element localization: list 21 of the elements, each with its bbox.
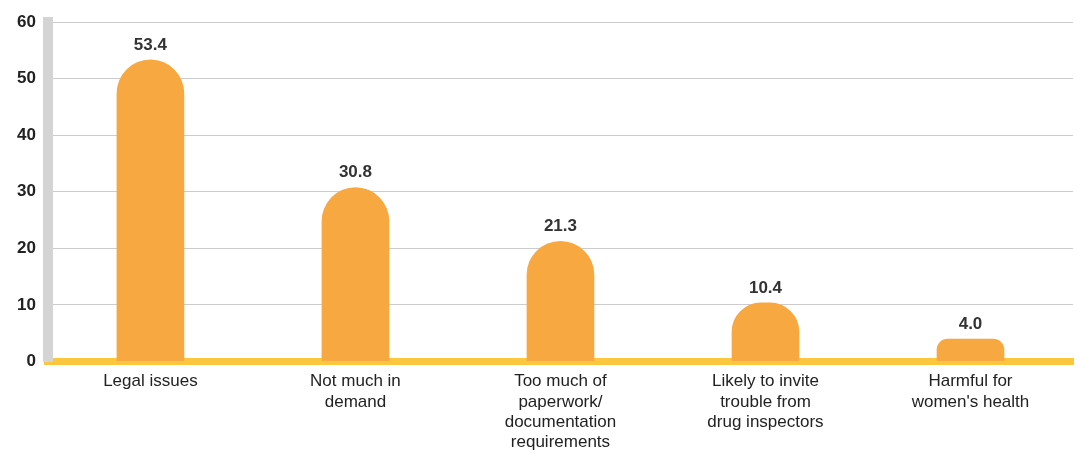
- data-label: 21.3: [543, 216, 577, 236]
- y-tick-label: 50: [16, 68, 36, 88]
- data-label: 10.4: [748, 277, 783, 297]
- y-tick-label: 60: [16, 11, 36, 31]
- bar: [526, 240, 595, 361]
- x-tick-label: Not much in demand: [310, 371, 401, 411]
- x-tick-label: Too much of paperwork/ documentation requirements: [504, 371, 617, 452]
- y-tick-label: 0: [26, 351, 36, 371]
- data-label: 53.4: [133, 34, 168, 54]
- data-label: 4.0: [958, 313, 983, 333]
- y-tick-label: 30: [16, 181, 36, 201]
- y-tick-label: 20: [16, 238, 36, 258]
- y-tick-label: 10: [16, 294, 36, 314]
- bar: [936, 338, 1005, 361]
- x-tick-label: Likely to invite trouble from drug inspectors: [707, 371, 824, 432]
- x-tick-label: Legal issues: [103, 371, 198, 391]
- data-label: 30.8: [338, 162, 372, 182]
- y-tick-label: 40: [16, 124, 36, 144]
- bar: [321, 187, 390, 361]
- bar: [116, 59, 185, 361]
- x-tick-label: Harmful for women's health: [910, 371, 1030, 411]
